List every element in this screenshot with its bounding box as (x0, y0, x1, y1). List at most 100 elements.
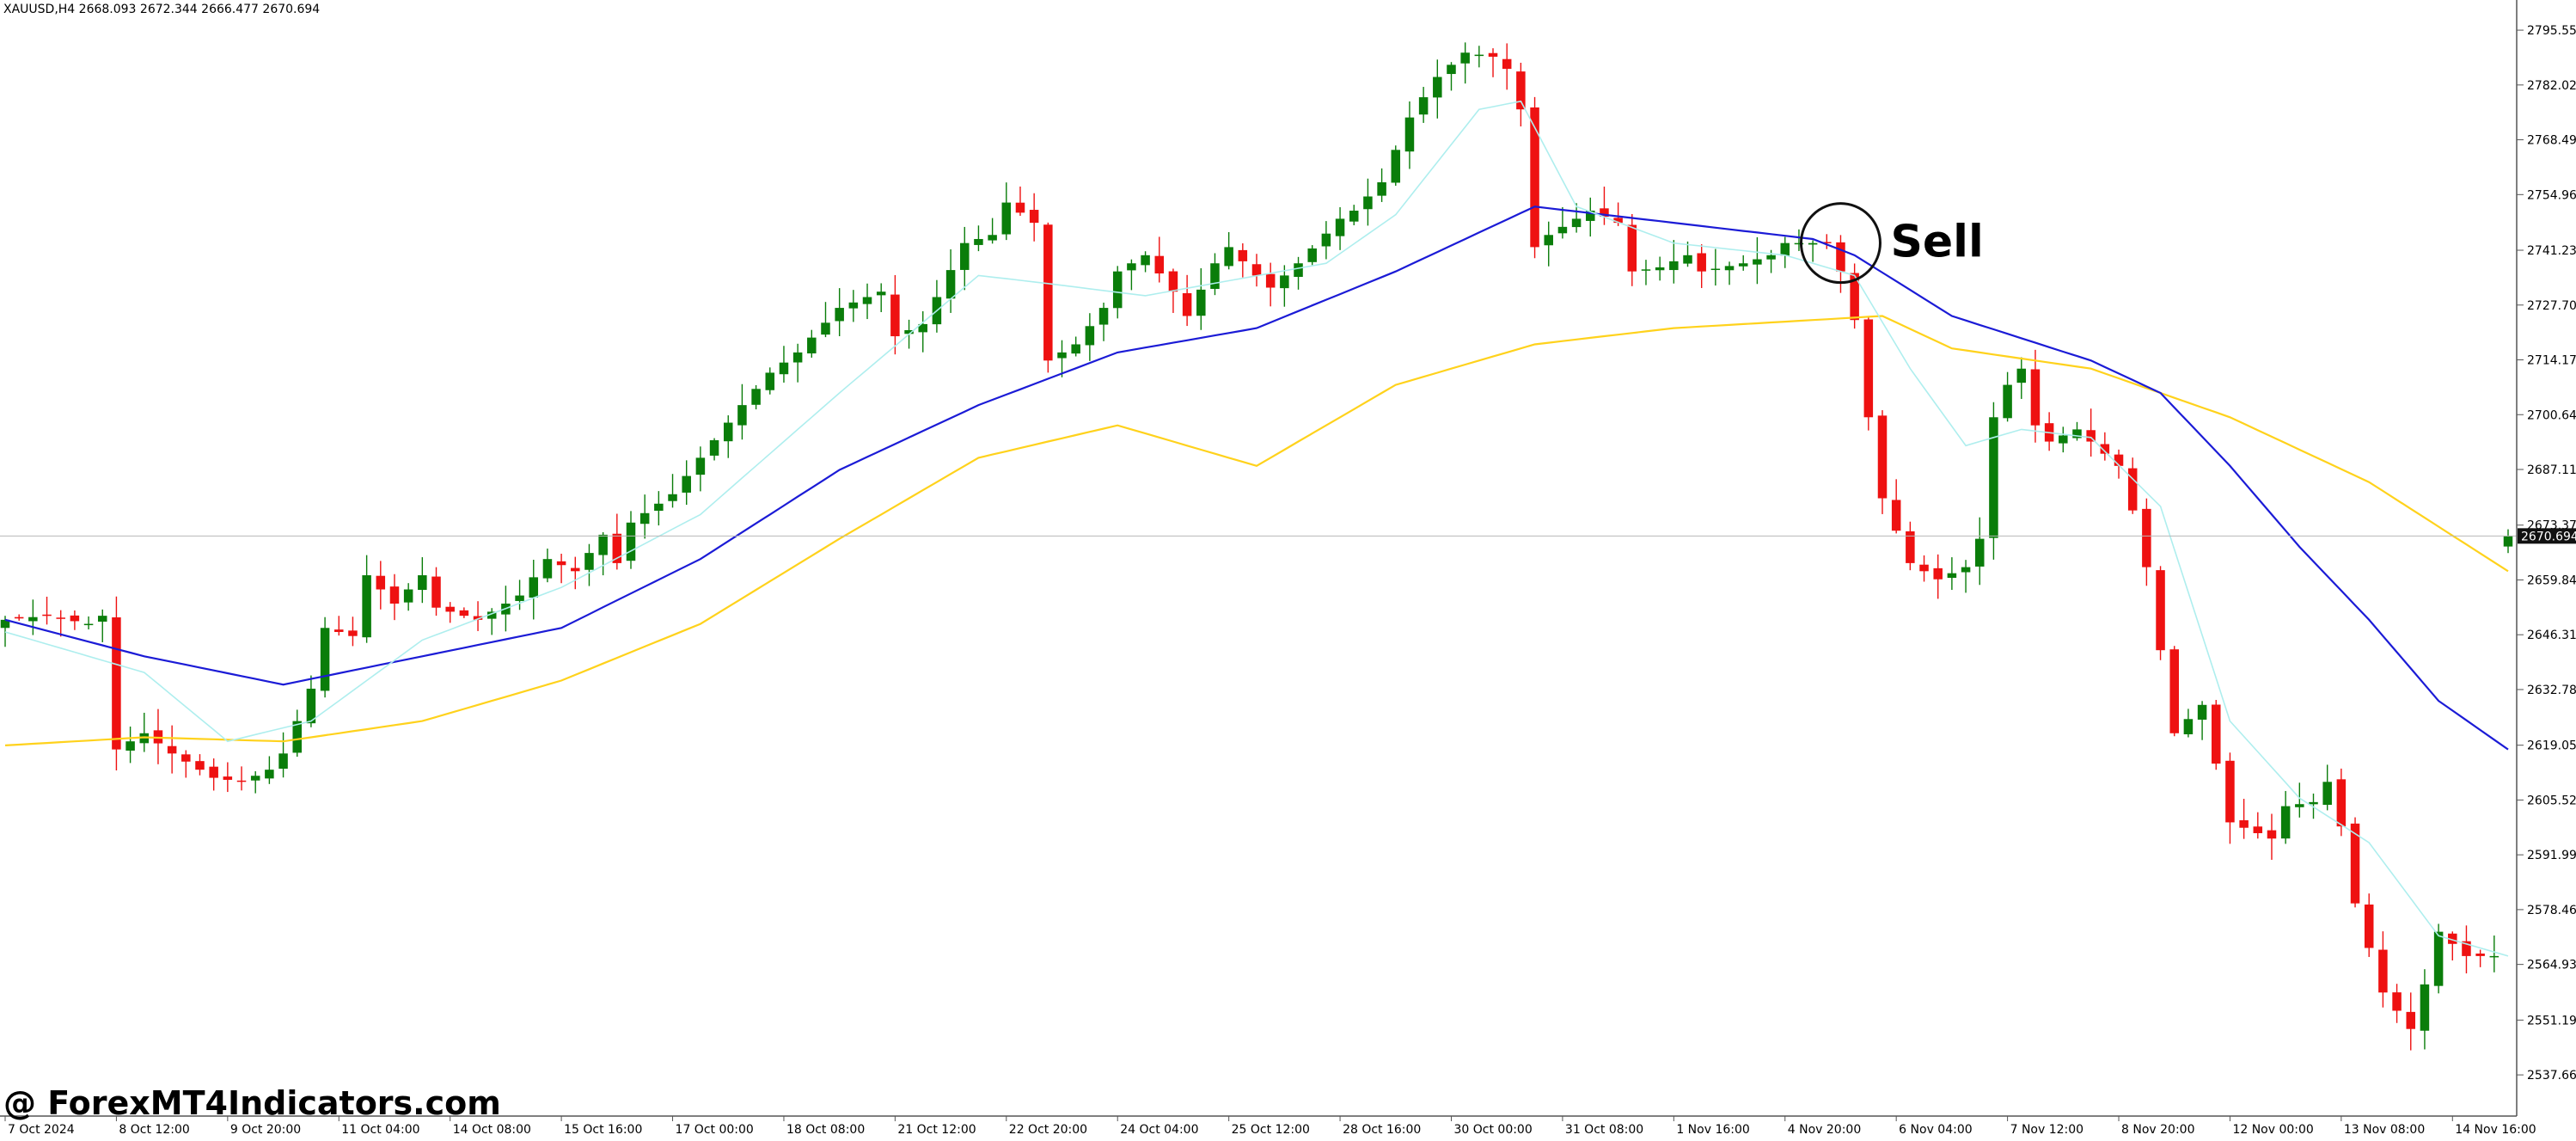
candle (1906, 521, 1915, 571)
candle-body (2280, 806, 2291, 839)
candle-body (1808, 242, 1818, 245)
time-tick-label: 6 Nov 04:00 (1899, 1123, 1972, 1137)
time-tick-label: 31 Oct 08:00 (1565, 1123, 1643, 1137)
candle (1544, 221, 1553, 267)
candle-body (1530, 107, 1539, 248)
candle (1891, 479, 1901, 534)
candle (2475, 949, 2485, 967)
candle-body (1015, 202, 1025, 213)
candle (1933, 554, 1943, 599)
candle (1349, 205, 1359, 225)
candle-body (125, 741, 135, 751)
candle-body (1891, 500, 1901, 531)
candle (821, 302, 830, 338)
candle (1404, 101, 1415, 169)
candle-body (1516, 71, 1526, 110)
candle (2253, 812, 2263, 839)
candle (1196, 267, 1206, 330)
candle (1947, 557, 1957, 591)
candle (1474, 46, 1484, 68)
candle-body (1571, 218, 1582, 228)
candle-body (654, 503, 664, 512)
candle (2114, 449, 2124, 479)
candle (1627, 213, 1637, 286)
candle (1015, 186, 1025, 216)
price-tick-label: 2591.990 (2527, 849, 2576, 862)
time-tick-label: 4 Nov 20:00 (1788, 1123, 1861, 1137)
candle-body (737, 405, 747, 426)
candle (2059, 426, 2068, 453)
watermark: @ ForexMT4Indicators.com (3, 1084, 501, 1122)
candle-body (2239, 819, 2249, 828)
candle-body (1001, 202, 1012, 235)
candle (2030, 349, 2041, 443)
candle-body (2267, 830, 2277, 839)
price-tick-label: 2537.665 (2527, 1069, 2576, 1083)
candle (1029, 193, 1039, 242)
candle (1974, 517, 1985, 586)
candle (1210, 253, 1220, 296)
candle-body (1127, 263, 1136, 271)
candle (779, 346, 789, 383)
candle (28, 599, 38, 635)
candle (1502, 43, 1512, 90)
candle-body (2336, 779, 2347, 827)
candle-body (904, 329, 914, 334)
candle-body (112, 617, 121, 750)
candle (1655, 256, 1665, 281)
candle-body (1168, 271, 1178, 292)
candle-body (918, 323, 927, 333)
candle-body (1447, 64, 1456, 75)
candle (125, 727, 135, 764)
candle (265, 756, 274, 784)
candle (1141, 251, 1150, 273)
candle (1224, 231, 1233, 270)
candle-body (1627, 224, 1637, 272)
candle-body (292, 721, 302, 753)
candle (1307, 245, 1317, 266)
candle (1516, 62, 1526, 127)
candle-body (988, 235, 997, 241)
price-tick-label: 2727.700 (2527, 299, 2576, 313)
candles (0, 42, 2513, 1051)
candle (2448, 931, 2457, 961)
candle (1710, 248, 1721, 286)
candle-body (1753, 259, 1762, 265)
time-tick-label: 1 Nov 16:00 (1676, 1123, 1749, 1137)
candle-body (2072, 429, 2082, 439)
candle-body (529, 577, 539, 598)
candle-body (1251, 264, 1262, 276)
candle (598, 531, 608, 576)
candle-body (42, 614, 52, 617)
candle-body (709, 439, 719, 456)
candle (250, 770, 260, 794)
candle-body (2142, 508, 2151, 567)
candle-body (542, 559, 553, 579)
candle-body (1544, 235, 1553, 246)
candle (1641, 260, 1651, 285)
candle (1600, 187, 1609, 225)
candle (362, 555, 371, 643)
candle-body (348, 630, 358, 636)
candle-body (807, 337, 817, 354)
candle-body (236, 780, 247, 782)
candle (1753, 236, 1762, 285)
candle (1182, 274, 1192, 327)
candle-body (2433, 931, 2444, 986)
candle (1808, 240, 1818, 262)
candle-body (2475, 954, 2485, 956)
candle (2169, 646, 2179, 737)
candle (1057, 340, 1067, 377)
candle (1683, 241, 1692, 267)
candle (2100, 432, 2110, 461)
candle (1989, 402, 1998, 560)
candle-body (682, 475, 691, 493)
candle (1794, 229, 1804, 251)
candle (181, 750, 191, 778)
candle (974, 225, 983, 252)
candle-body (362, 575, 371, 638)
candle-body (1738, 263, 1748, 267)
candle-body (876, 291, 886, 296)
